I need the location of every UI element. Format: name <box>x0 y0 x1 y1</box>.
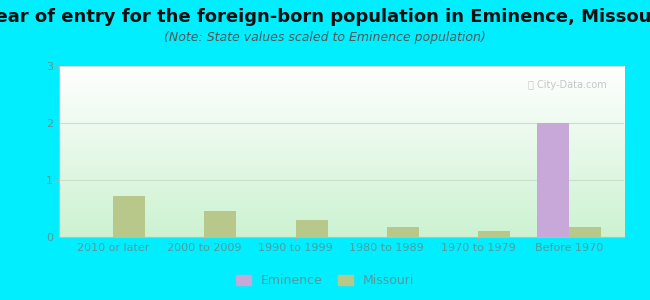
Bar <box>296 220 328 237</box>
Legend: Eminence, Missouri: Eminence, Missouri <box>232 270 418 291</box>
Bar <box>205 211 237 237</box>
Bar <box>478 231 510 237</box>
Bar <box>538 123 569 237</box>
Text: Year of entry for the foreign-born population in Eminence, Missouri: Year of entry for the foreign-born popul… <box>0 8 650 26</box>
Bar <box>569 227 601 237</box>
Bar <box>387 227 419 237</box>
Text: (Note: State values scaled to Eminence population): (Note: State values scaled to Eminence p… <box>164 32 486 44</box>
Bar <box>113 196 145 237</box>
Text: Ⓐ City-Data.com: Ⓐ City-Data.com <box>528 80 607 90</box>
